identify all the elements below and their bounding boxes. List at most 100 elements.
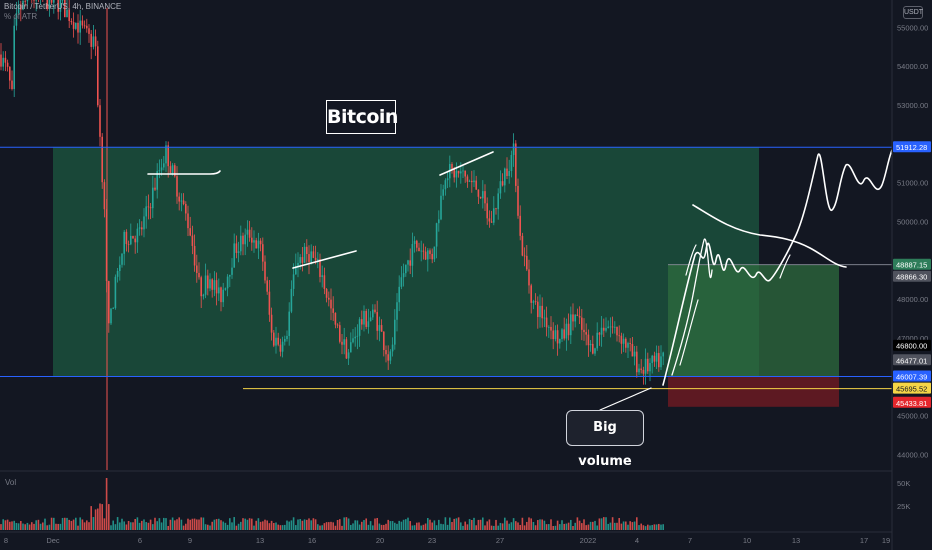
candle-body: [312, 251, 315, 258]
volume-bar: [253, 525, 255, 530]
volume-bar: [530, 518, 532, 530]
volume-bar: [105, 478, 108, 530]
volume-bar: [537, 520, 539, 530]
candle-body: [321, 275, 323, 277]
candle-body: [262, 244, 264, 262]
x-tick-label: 17: [860, 536, 868, 545]
candle-body: [222, 289, 224, 303]
candle-body: [512, 143, 515, 155]
candle-body: [451, 163, 453, 169]
candle-body: [431, 253, 433, 260]
volume-bar: [589, 521, 592, 530]
volume-bar: [127, 520, 130, 530]
candle-body: [237, 251, 240, 253]
volume-bar: [237, 523, 240, 530]
volume-bar: [422, 524, 425, 530]
candle-body: [220, 287, 222, 303]
candle-body: [50, 0, 53, 3]
volume-bar: [299, 519, 301, 530]
candles: [0, 0, 664, 470]
volume-bar: [330, 521, 332, 530]
volume-bar: [457, 517, 460, 530]
symbol-header[interactable]: Bitcoin / TetherUS, 4h, BINANCE: [4, 2, 122, 11]
candle-body: [154, 187, 156, 190]
candle-body: [523, 255, 526, 257]
candle-body: [207, 275, 209, 289]
candle-body: [466, 176, 469, 182]
volume-bar: [332, 522, 334, 530]
candle-body: [453, 168, 455, 178]
volume-bar: [438, 519, 440, 530]
candle-body: [475, 180, 477, 190]
candle-body: [334, 312, 337, 325]
volume-bar: [4, 520, 7, 530]
volume-bar: [13, 520, 15, 530]
candle-body: [112, 308, 114, 309]
volume-bar: [396, 523, 398, 530]
candle-body: [198, 272, 200, 278]
candle-body: [4, 57, 7, 63]
indicator-label[interactable]: % of ATR: [4, 12, 38, 21]
volume-bar: [103, 518, 106, 530]
volume-bar: [281, 525, 284, 530]
volume-bar: [101, 504, 103, 530]
volume-bar: [499, 522, 502, 530]
candle-body: [367, 321, 370, 327]
candle-body: [134, 238, 136, 243]
candle-body: [413, 240, 416, 244]
volume-bar: [171, 517, 174, 530]
candle-body: [253, 240, 255, 243]
candle-body: [455, 170, 458, 178]
volume-bar: [627, 524, 629, 530]
volume-bar: [189, 519, 191, 530]
candle-body: [356, 335, 359, 337]
y-tick-label: 54000.00: [897, 62, 928, 71]
volume-bar: [559, 524, 561, 530]
price-label: 46800.00: [896, 342, 927, 351]
volume-bar: [651, 525, 653, 530]
candle-body: [185, 204, 187, 214]
candle-body: [658, 353, 660, 368]
volume-bar: [163, 517, 165, 530]
currency-badge[interactable]: USDT: [903, 6, 923, 19]
volume-bar: [88, 522, 90, 530]
candle-body: [325, 288, 328, 298]
candle-body: [101, 136, 103, 183]
candle-body: [631, 344, 634, 357]
candle-body: [446, 178, 449, 181]
volume-bar: [385, 523, 387, 530]
volume-bar: [495, 519, 497, 530]
volume-bar: [400, 521, 403, 530]
volume-bar: [517, 522, 519, 530]
volume-bar: [482, 517, 484, 530]
volume-bar: [592, 521, 594, 530]
candle-body: [361, 319, 363, 325]
candle-body: [499, 181, 502, 194]
candle-body: [358, 319, 361, 336]
volume-bar: [165, 518, 167, 530]
candle-body: [352, 338, 354, 343]
volume-bar: [424, 523, 427, 530]
volume-bar: [231, 522, 233, 530]
wedge-line: [692, 204, 847, 268]
volume-bar: [471, 519, 473, 530]
candle-body: [235, 243, 238, 253]
candle-body: [640, 368, 642, 370]
candle-body: [350, 342, 352, 353]
price-label-bg: [893, 370, 931, 382]
volume-bar: [367, 524, 370, 530]
candle-body: [182, 200, 185, 205]
candle-body: [429, 250, 431, 254]
candle-body: [167, 145, 169, 167]
candle-body: [57, 0, 59, 12]
candle-body: [180, 200, 183, 202]
candle-body: [136, 228, 139, 243]
volume-bar: [374, 518, 376, 530]
volume-bar: [314, 519, 317, 530]
volume-bar: [207, 524, 209, 530]
candle-body: [438, 219, 440, 224]
candle-body: [598, 332, 601, 335]
volume-bar: [134, 519, 136, 530]
volume-bar: [391, 521, 394, 530]
